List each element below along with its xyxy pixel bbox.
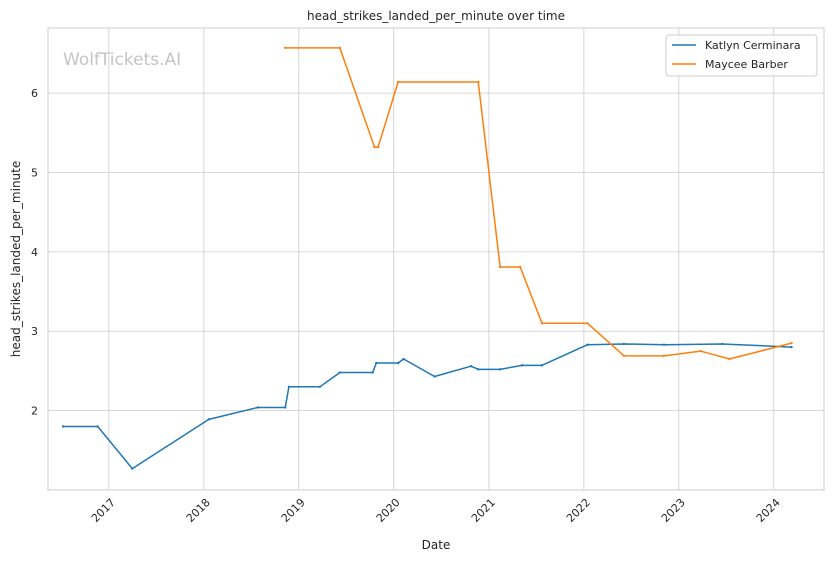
legend-label-katlyn-cerminara: Katlyn Cerminara: [705, 39, 801, 52]
data-point-katlyn-cerminara: [721, 342, 724, 346]
x-tick-label: 2024: [754, 496, 783, 525]
y-tick-label: 3: [31, 325, 38, 338]
data-point-maycee-barber: [518, 265, 522, 269]
data-point-maycee-barber: [790, 341, 793, 345]
data-point-katlyn-cerminara: [256, 406, 260, 409]
data-point-katlyn-cerminara: [477, 368, 480, 371]
data-point-katlyn-cerminara: [498, 368, 502, 371]
data-point-katlyn-cerminara: [520, 364, 524, 367]
plot-area-frame: [47, 27, 825, 491]
x-axis-ticks: 2017 2018 2019 2020 2021 2022 2023 2024: [89, 496, 783, 525]
data-point-katlyn-cerminara: [469, 364, 473, 368]
data-point-katlyn-cerminara: [284, 406, 287, 409]
data-point-maycee-barber: [728, 357, 731, 361]
data-point-katlyn-cerminara: [338, 371, 342, 374]
x-tick-label: 2022: [564, 496, 593, 525]
data-point-katlyn-cerminara: [318, 385, 322, 389]
data-point-maycee-barber: [477, 80, 480, 84]
series-line-maycee-barber: [285, 47, 792, 360]
x-tick-label: 2019: [279, 496, 308, 525]
x-tick-label: 2017: [89, 496, 118, 525]
data-point-maycee-barber: [498, 265, 502, 269]
legend-label-maycee-barber: Maycee Barber: [705, 58, 788, 71]
y-tick-label: 5: [31, 166, 38, 179]
watermark-text: WolfTickets.AI: [63, 50, 181, 70]
x-tick-label: 2021: [469, 496, 498, 525]
data-point-maycee-barber: [699, 349, 702, 353]
data-point-maycee-barber: [338, 46, 342, 50]
y-tick-label: 6: [31, 87, 38, 100]
data-point-maycee-barber: [622, 354, 626, 358]
data-point-maycee-barber: [376, 145, 380, 149]
legend-box: [665, 34, 818, 77]
x-tick-label: 2020: [374, 496, 403, 525]
data-point-katlyn-cerminara: [662, 343, 666, 346]
data-point-maycee-barber: [586, 322, 589, 325]
x-tick-label: 2018: [184, 496, 213, 525]
x-tick-label: 2023: [659, 496, 688, 525]
data-point-katlyn-cerminara: [586, 343, 589, 346]
data-point-katlyn-cerminara: [131, 467, 134, 470]
grid: [48, 28, 824, 490]
data-point-katlyn-cerminara: [207, 418, 210, 421]
data-point-katlyn-cerminara: [287, 385, 291, 389]
y-tick-label: 2: [31, 405, 38, 418]
series-line-katlyn-cerminara: [63, 343, 792, 470]
data-point-katlyn-cerminara: [540, 364, 544, 367]
data-point-katlyn-cerminara: [396, 361, 400, 365]
y-axis-title: head_strikes_landed_per_minute: [9, 161, 23, 358]
data-point-maycee-barber: [284, 46, 287, 50]
y-axis-ticks: 2 3 4 5 6: [31, 87, 38, 418]
data-point-katlyn-cerminara: [61, 425, 65, 428]
chart-title: head_strikes_landed_per_minute over time: [307, 9, 565, 23]
data-point-katlyn-cerminara: [402, 357, 405, 361]
y-tick-label: 4: [31, 246, 38, 259]
series-lines: [61, 46, 793, 470]
data-point-maycee-barber: [662, 354, 666, 358]
data-point-katlyn-cerminara: [622, 342, 626, 346]
data-point-katlyn-cerminara: [433, 375, 436, 378]
data-point-maycee-barber: [373, 145, 376, 149]
data-point-katlyn-cerminara: [790, 345, 793, 349]
x-axis-title: Date: [422, 538, 451, 552]
legend: Katlyn Cerminara Maycee Barber: [665, 34, 818, 77]
data-point-katlyn-cerminara: [375, 361, 378, 365]
data-point-katlyn-cerminara: [96, 425, 99, 428]
data-point-katlyn-cerminara: [371, 371, 374, 374]
data-point-maycee-barber: [396, 80, 400, 84]
data-point-maycee-barber: [540, 322, 544, 325]
